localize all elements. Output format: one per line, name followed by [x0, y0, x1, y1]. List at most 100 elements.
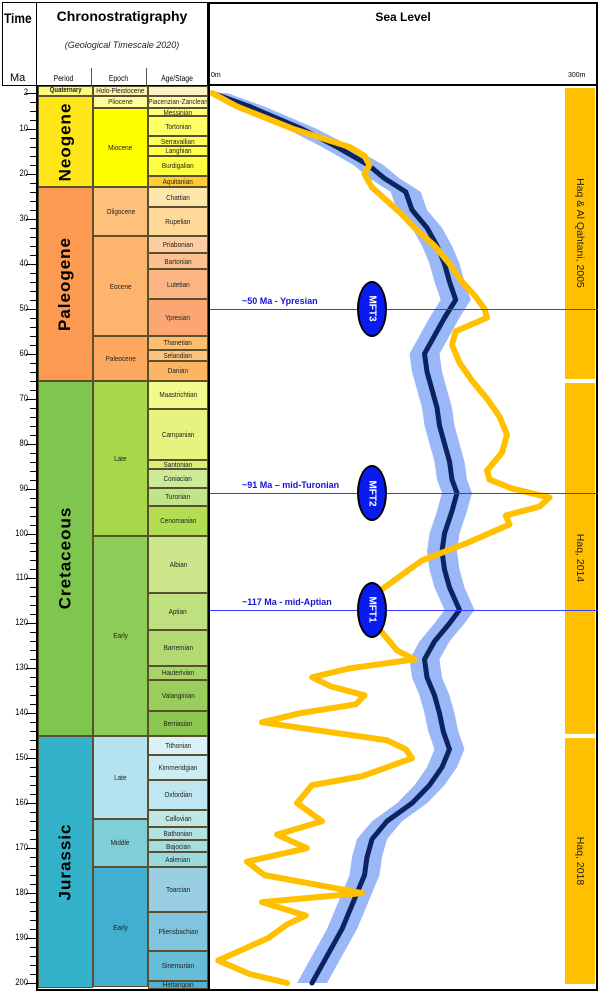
major-tick: [26, 938, 36, 940]
stage-cell-label: Thanetian: [163, 338, 193, 348]
epoch-cell-label: Holo-Pleistocene: [96, 86, 145, 96]
mft-marker-label: MFT2: [366, 479, 378, 507]
col-period: Period: [53, 74, 74, 83]
time-axis: 2 10 20 30 40 50 60 70 80 90 100 110 120 130 140 150 160…: [2, 86, 36, 991]
period-cell-label: Cretaceous: [55, 506, 75, 610]
stage-cell: Ypresian: [148, 298, 208, 336]
minor-tick: [30, 659, 36, 661]
composite-sea-level-curve: [210, 90, 462, 986]
minor-tick: [30, 695, 36, 697]
minor-tick: [30, 821, 36, 823]
stage-cell-label: Piacenzian-Zanclean: [148, 97, 208, 107]
time-tick-label: 130: [15, 662, 28, 673]
minor-tick: [30, 371, 36, 373]
stage-cell-label: Priabonian: [162, 240, 194, 250]
stage-cell-label: Oxfordian: [164, 790, 192, 800]
major-tick: [26, 578, 36, 580]
stage-cell-label: Toarcian: [165, 884, 191, 894]
time-tick-label: 80: [19, 437, 28, 448]
stage-cell-label: Lutetian: [166, 279, 190, 289]
stage-cell: Toarcian: [148, 866, 208, 912]
stage-cell: Selandian: [148, 350, 208, 361]
epoch-cell: Late: [93, 380, 148, 536]
sea-level-plot: Haq & Al Qahtani, 2005 Haq, 2014 Haq, 2018…: [208, 86, 598, 991]
sea-level-header: [208, 2, 598, 86]
stage-cell-label: Valanginian: [161, 690, 195, 700]
stage-cell: Rupelian: [148, 206, 208, 237]
time-unit: Ma: [10, 72, 26, 84]
minor-tick: [30, 461, 36, 463]
minor-tick: [30, 767, 36, 769]
stage-cell: Hauterivian: [148, 665, 208, 681]
time-tick-label: 180: [15, 887, 28, 898]
minor-tick: [30, 911, 36, 913]
minor-tick: [30, 101, 36, 103]
minor-tick: [30, 794, 36, 796]
epoch-cell: Paleocene: [93, 335, 148, 381]
stage-cell: Piacenzian-Zanclean: [148, 95, 208, 108]
col-stage: Age/Stage: [161, 74, 193, 83]
time-tick-label: 110: [15, 572, 28, 583]
mft-line: [210, 609, 598, 611]
time-tick-label: 100: [15, 527, 28, 538]
minor-tick: [30, 452, 36, 454]
stage-cell-label: Selandian: [163, 351, 193, 360]
minor-tick: [30, 731, 36, 733]
epoch-cell-label: Oligocene: [106, 207, 135, 217]
stage-cell-label: Campanian: [161, 429, 195, 439]
mft-marker: MFT1: [357, 581, 387, 638]
stage-cell-label: Cenomanian: [159, 516, 197, 526]
epoch-cell-label: Late: [114, 453, 127, 463]
stage-cell: Serravallian: [148, 136, 208, 147]
minor-tick: [30, 650, 36, 652]
minor-tick: [30, 182, 36, 184]
stage-cell-label: Bajocian: [165, 841, 191, 851]
minor-tick: [30, 245, 36, 247]
stage-cell-label: Turonian: [165, 492, 191, 502]
minor-tick: [30, 110, 36, 112]
epoch-cell: Holo-Pleistocene: [93, 86, 148, 96]
stage-cell: Tortonian: [148, 116, 208, 137]
col-divider: [146, 68, 147, 86]
stage-cell: Albian: [148, 535, 208, 593]
minor-tick: [30, 722, 36, 724]
stage-cell: Burdigalian: [148, 155, 208, 176]
reference-bar: Haq, 2014: [565, 382, 595, 734]
minor-tick: [30, 866, 36, 868]
major-tick: [26, 623, 36, 625]
reference-bar: Haq, 2018: [565, 737, 595, 984]
period-cell-label: Paleogene: [55, 237, 75, 332]
epoch-cell: Middle: [93, 818, 148, 867]
mft-line: [210, 493, 598, 495]
stage-cell-label: Rupelian: [165, 217, 191, 227]
major-tick: [26, 533, 36, 535]
minor-tick: [30, 164, 36, 166]
time-tick-label: 90: [19, 482, 28, 493]
minor-tick: [30, 740, 36, 742]
stage-cell-label: Kimmeridgian: [158, 762, 198, 772]
minor-tick: [30, 191, 36, 193]
minor-tick: [30, 479, 36, 481]
minor-tick: [30, 200, 36, 202]
minor-tick: [30, 299, 36, 301]
mft-marker: MFT3: [357, 280, 387, 337]
time-tick-label: 200: [15, 977, 28, 987]
stage-cell-label: Serravallian: [161, 136, 195, 146]
chrono-subtitle: (Geological Timescale 2020): [64, 40, 180, 50]
epoch-cell-label: Miocene: [108, 143, 133, 153]
epoch-cell-label: Pliocene: [108, 97, 133, 107]
mft-line: [210, 308, 598, 310]
minor-tick: [30, 875, 36, 877]
epoch-cell: Late: [93, 735, 148, 819]
sea-level-envelope: [212, 93, 475, 984]
stage-cell: Valanginian: [148, 680, 208, 711]
minor-tick: [30, 281, 36, 283]
major-tick: [26, 983, 36, 984]
minor-tick: [30, 569, 36, 571]
minor-tick: [30, 317, 36, 319]
time-tick-label: 150: [15, 752, 28, 763]
stage-cell-label: Aquitanian: [162, 177, 194, 187]
reference-label: Haq, 2018: [574, 836, 586, 886]
stage-cell: Tithonian: [148, 735, 208, 755]
minor-tick: [30, 236, 36, 238]
